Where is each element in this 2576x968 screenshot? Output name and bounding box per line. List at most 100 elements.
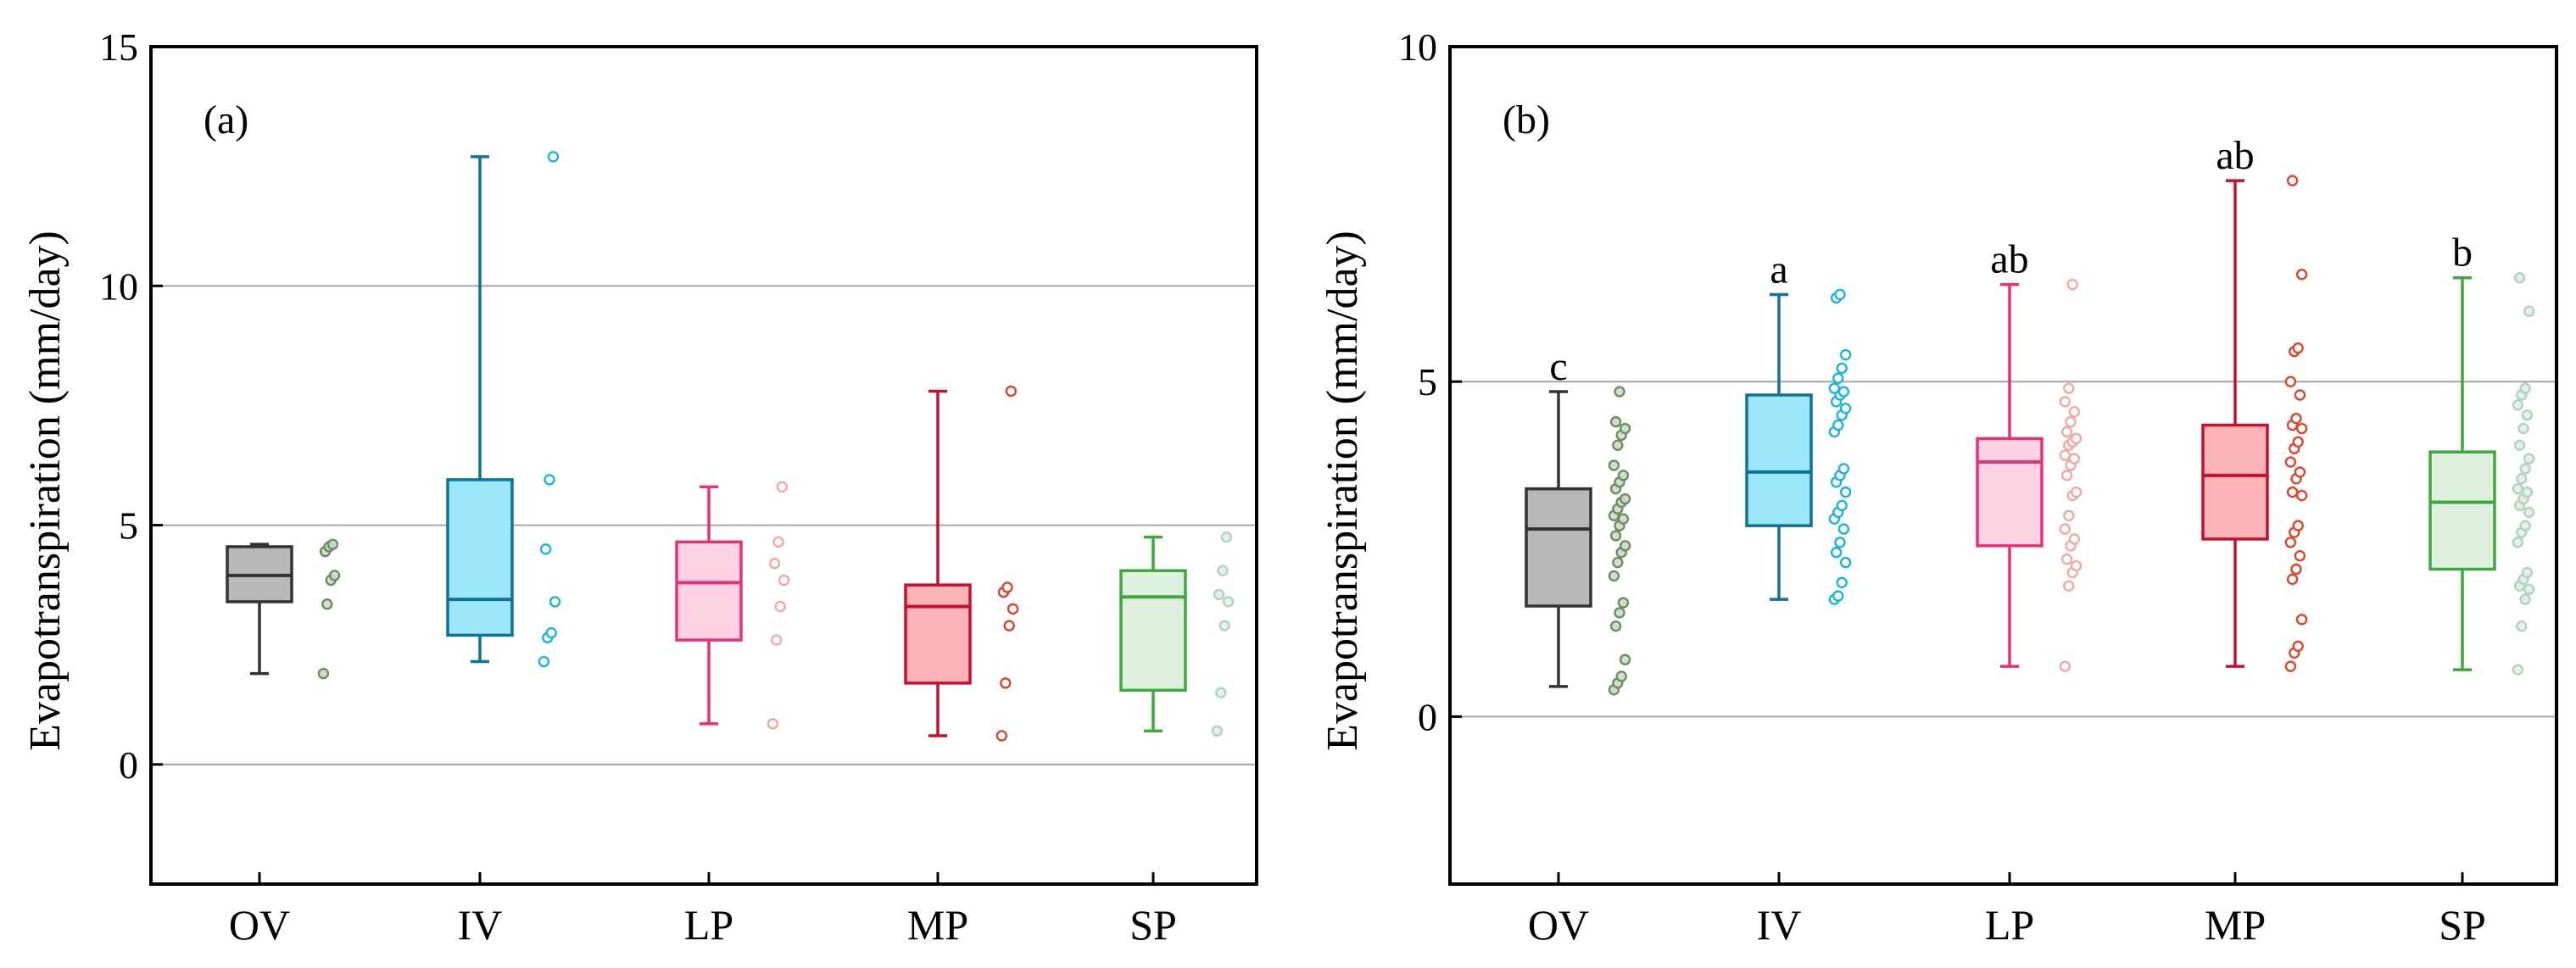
data-point [1619, 654, 1631, 665]
data-point [2284, 660, 2297, 672]
data-point [1218, 620, 1230, 631]
data-point [1005, 385, 1018, 398]
data-point [2513, 271, 2526, 284]
data-point [1834, 537, 1846, 548]
data-point [2294, 466, 2306, 478]
data-point [2523, 453, 2535, 465]
y-tick-label: 15 [99, 25, 138, 69]
data-point [539, 543, 552, 555]
box [904, 583, 972, 685]
x-tick-label: IV [1757, 901, 1802, 949]
data-point [547, 151, 560, 163]
data-point [1213, 588, 1225, 601]
y-axis-label: Evapotranspiration (mm/day) [21, 231, 70, 751]
data-point [2290, 412, 2302, 425]
data-point [544, 474, 555, 486]
data-point [2059, 660, 2071, 672]
data-point [1830, 547, 1843, 559]
plot-frame [1448, 45, 2558, 886]
data-point [2521, 409, 2534, 421]
panel-b: 0 5 10 Evapotranspiration (mm/day) (b) OV c IV a… [1319, 25, 2558, 949]
y-tick-label: 10 [99, 264, 138, 308]
data-point [774, 600, 786, 613]
data-point [2063, 382, 2075, 394]
data-point [1839, 486, 1852, 498]
data-point [2519, 520, 2531, 531]
data-point [1839, 556, 1852, 569]
box [1976, 437, 2044, 548]
data-point [1612, 556, 1624, 569]
data-point [2068, 533, 2081, 545]
panel-label: (a) [204, 97, 248, 142]
data-point [1211, 725, 1224, 737]
data-point [778, 574, 790, 587]
data-point [767, 718, 779, 730]
data-point [1609, 620, 1622, 632]
data-point [2519, 463, 2531, 475]
data-point [1837, 463, 1850, 475]
y-tick-label: 0 [119, 743, 138, 787]
data-point [2516, 473, 2528, 485]
data-point [326, 538, 339, 550]
data-point [1837, 523, 1850, 535]
data-point [2521, 486, 2534, 498]
data-point [1615, 670, 1627, 682]
data-point [995, 730, 1008, 742]
data-point [2512, 482, 2524, 495]
data-point [1608, 459, 1620, 471]
data-point [772, 536, 784, 548]
data-point [317, 667, 330, 680]
data-point [2284, 376, 2297, 387]
data-point [545, 626, 557, 639]
data-point [1619, 422, 1631, 435]
data-point [2513, 439, 2526, 451]
x-tick-label: SP [2439, 901, 2486, 949]
data-point [2517, 422, 2529, 435]
data-point [2059, 449, 2071, 461]
data-point [2519, 382, 2531, 394]
data-point [2295, 422, 2308, 435]
x-tick-label: OV [229, 901, 290, 949]
y-tick-label: 5 [119, 504, 138, 548]
data-point [2290, 563, 2302, 576]
data-point [1619, 492, 1631, 505]
box [1525, 487, 1592, 608]
data-point [2068, 453, 2081, 465]
box [1745, 393, 1813, 527]
data-point [1000, 677, 1012, 689]
y-tick-label: 0 [1418, 695, 1437, 738]
significance-letter: c [1549, 344, 1567, 389]
data-point [1215, 687, 1227, 698]
data-point [2519, 593, 2531, 605]
data-point [2523, 506, 2535, 519]
data-point [1006, 603, 1019, 615]
box [2201, 423, 2269, 541]
data-point [1836, 362, 1848, 375]
data-point [2060, 470, 2073, 481]
box [1119, 569, 1187, 693]
significance-letter: b [2452, 231, 2473, 275]
data-point [1609, 530, 1622, 542]
data-point [1608, 570, 1620, 582]
panel-a: 0 5 10 15 Evapotranspiration (mm/day) (a) OV IV… [21, 25, 1258, 949]
data-point [1619, 540, 1631, 552]
data-point [1617, 597, 1630, 609]
data-point [1001, 581, 1013, 593]
data-point [2070, 559, 2083, 572]
data-point [1222, 596, 1235, 608]
data-point [1612, 439, 1624, 451]
data-point [1828, 382, 1841, 394]
data-point [2512, 664, 2524, 676]
data-point [2294, 550, 2306, 562]
data-point [1617, 513, 1630, 525]
data-point [2068, 406, 2081, 418]
data-point [2284, 537, 2297, 548]
data-point [1217, 565, 1229, 576]
data-point [771, 634, 783, 646]
data-point [2059, 396, 2071, 408]
x-tick-label: SP [1129, 901, 1177, 949]
data-point [2292, 640, 2304, 653]
data-point [2292, 342, 2304, 354]
significance-letter: ab [2216, 133, 2254, 178]
panel-label: (b) [1503, 97, 1550, 142]
